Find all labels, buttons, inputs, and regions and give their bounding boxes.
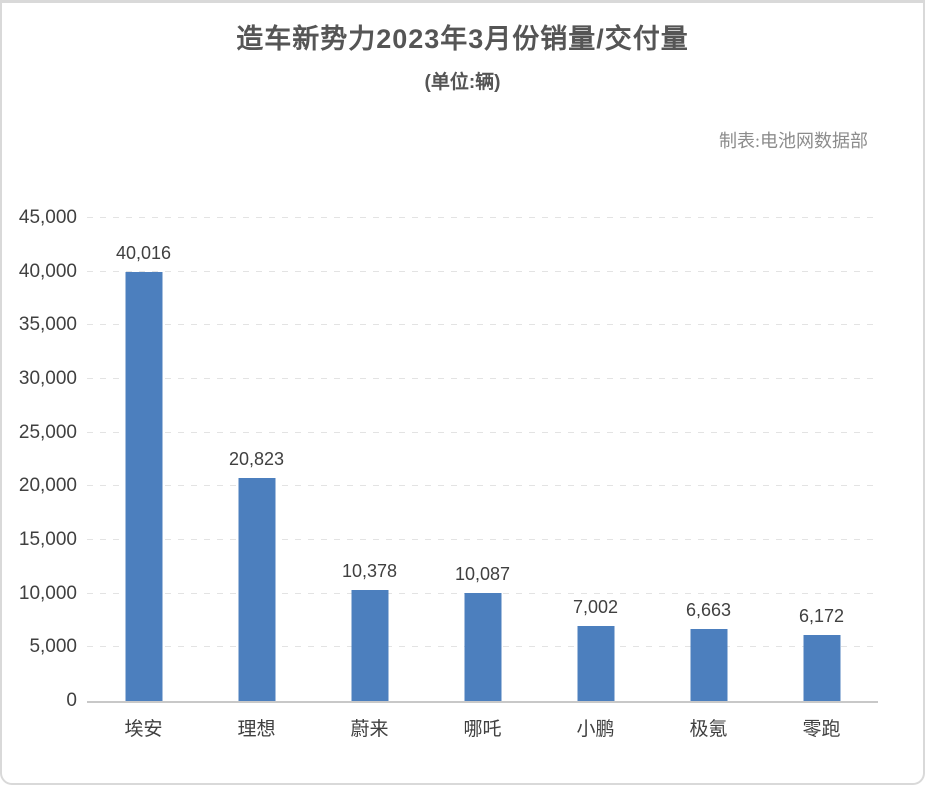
bar [577, 625, 614, 701]
bar [464, 592, 501, 701]
gridline [87, 431, 878, 433]
category-slot: 6,663 极氪 [652, 218, 765, 740]
gridline [87, 324, 878, 326]
y-tick-label: 5,000 [29, 636, 77, 658]
category-slot: 6,172 零跑 [765, 218, 878, 740]
y-tick-label: 35,000 [18, 314, 77, 336]
value-label: 10,378 [341, 560, 398, 581]
chart-credit: 制表:电池网数据部 [718, 131, 868, 151]
value-label: 40,016 [115, 242, 172, 263]
y-tick-label: 45,000 [18, 207, 77, 228]
category-label: 理想 [237, 719, 276, 740]
category-label: 埃安 [124, 719, 163, 740]
category-label: 蔚来 [350, 719, 389, 740]
bar [125, 271, 162, 701]
bar [238, 477, 275, 701]
category-label: 零跑 [802, 719, 841, 740]
gridline [87, 485, 878, 487]
category-label: 哪吒 [463, 719, 502, 740]
value-label: 20,823 [228, 448, 285, 469]
category-label: 小鹏 [576, 719, 615, 740]
bar [351, 589, 388, 701]
y-tick-label: 0 [66, 690, 77, 711]
bar [690, 629, 727, 701]
gridline [87, 378, 878, 380]
chart-title: 造车新势力2023年3月份销量/交付量 [236, 24, 689, 54]
category-slot: 7,002 小鹏 [539, 218, 652, 740]
value-label: 6,172 [798, 605, 845, 626]
gridline [87, 539, 878, 541]
gridline [87, 270, 878, 272]
bar [803, 634, 840, 701]
value-label: 6,663 [685, 600, 732, 621]
category-slot: 40,016 埃安 [87, 218, 200, 741]
gridline [87, 217, 878, 218]
chart-subtitle: (单位:辆) [424, 72, 501, 93]
category-slot: 10,378 蔚来 [313, 218, 426, 740]
y-tick-label: 30,000 [18, 367, 77, 389]
y-tick-label: 40,000 [18, 260, 77, 282]
y-tick-label: 15,000 [18, 528, 77, 550]
plot-area: 0 5,000 10,000 15,000 20,000 25,000 30,000 35,0… [19, 207, 878, 741]
value-label: 10,087 [454, 563, 511, 584]
category-slot: 20,823 理想 [200, 218, 313, 741]
value-label: 7,002 [572, 596, 619, 617]
y-tick-label: 20,000 [18, 475, 77, 497]
y-tick-label: 10,000 [18, 582, 77, 604]
category-slot: 10,087 哪吒 [426, 218, 539, 740]
y-tick-label: 25,000 [18, 421, 77, 443]
category-label: 极氪 [689, 719, 728, 740]
